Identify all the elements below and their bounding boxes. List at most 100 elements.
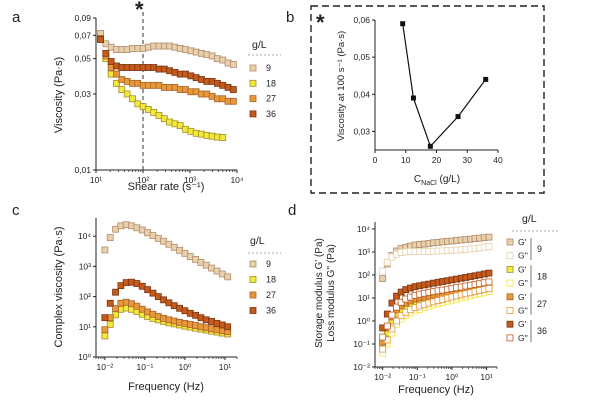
y-tick-label: 10⁻² xyxy=(353,362,370,372)
legend-swatch xyxy=(506,238,514,246)
data-point-Gpp-27 xyxy=(485,285,493,292)
data-point-Gpp-27 xyxy=(397,312,405,320)
data-point-36 xyxy=(224,323,232,331)
data-point xyxy=(483,76,489,82)
y-tick-label: 0,04 xyxy=(353,89,370,99)
data-point-Gp-36 xyxy=(388,299,396,307)
y-tick-label: 0,03 xyxy=(353,126,370,136)
y-tick-label: 10⁴ xyxy=(357,224,370,234)
x-tick-label: 0 xyxy=(373,155,378,165)
data-point-Gp-9 xyxy=(485,233,493,241)
y-tick-label: 0,03 xyxy=(74,89,91,99)
legend-swatch-27 xyxy=(249,291,257,299)
y-axis-title: Storage modulus G' (Pa) xyxy=(314,238,325,348)
x-tick-label: 10⁻² xyxy=(96,362,113,372)
x-tick-label: 10⁰ xyxy=(178,362,191,372)
x-tick-label: 10¹ xyxy=(219,362,231,372)
data-point-18 xyxy=(118,86,126,93)
legend-label: G'' xyxy=(518,333,528,343)
x-tick-label: 30 xyxy=(463,155,473,165)
data-point-36 xyxy=(229,86,237,93)
legend-group-label: 36 xyxy=(537,326,547,336)
legend-swatch xyxy=(506,307,514,314)
data-point-Gpp-9 xyxy=(379,267,387,275)
legend-group-label: 18 xyxy=(537,271,547,281)
data-point xyxy=(400,21,406,27)
y-tick-label: 10⁰ xyxy=(78,352,91,362)
y-tick-label: 10² xyxy=(358,270,370,280)
data-point-27 xyxy=(101,326,109,334)
legend-title: g/L xyxy=(522,213,537,225)
data-point-36 xyxy=(149,289,157,297)
panel-b-chart: 0 10 20 30 40 0,03 0,04 0,05 0,06 CNaCl (g/L) Visc… xyxy=(336,15,503,187)
legend-label: 27 xyxy=(266,290,276,300)
legend-swatch xyxy=(506,320,514,328)
data-point xyxy=(455,114,461,120)
data-point xyxy=(410,95,416,101)
data-point-9 xyxy=(102,40,110,48)
panel-b-frame xyxy=(310,5,545,194)
panel-c-chart: 10⁻² 10⁻¹ 10⁰ 10¹ 10⁰ 10¹ 10² 10³ 10⁴ Frequency (… xyxy=(53,218,281,393)
x-axis-title: Shear rate (s⁻¹) xyxy=(128,181,205,193)
y-axis-title: Viscosity (Pa·s) xyxy=(53,57,65,133)
data-point-Gpp-36 xyxy=(379,333,387,341)
legend-label: G' xyxy=(518,237,527,247)
x-tick-label: 10³ xyxy=(184,175,196,185)
legend-label: 27 xyxy=(266,94,276,104)
legend-label: G'' xyxy=(518,278,528,288)
data-point-36 xyxy=(144,286,152,294)
y-tick-label: 0,05 xyxy=(353,52,370,62)
panel-a-star: * xyxy=(135,0,144,22)
data-point-18 xyxy=(219,134,227,141)
data-point-27 xyxy=(113,70,120,78)
panel-c-letter: c xyxy=(12,202,20,219)
legend-swatch-27 xyxy=(249,95,257,102)
x-tick-label: 10⁴ xyxy=(230,175,243,185)
data-point-Gpp-9 xyxy=(383,259,391,266)
data-point-18 xyxy=(123,90,131,98)
legend-swatch xyxy=(506,265,514,273)
y-tick-label: 10³ xyxy=(358,247,370,257)
data-point-36 xyxy=(97,36,104,43)
data-point-9 xyxy=(229,61,237,68)
legend-swatch xyxy=(506,252,514,260)
data-point-18 xyxy=(176,122,184,129)
panel-d-letter: d xyxy=(288,202,296,219)
y-axis-title-2: Loss modulus G'' (Pa) xyxy=(326,244,337,342)
legend-label: G'' xyxy=(518,306,528,316)
data-point-Gpp-36 xyxy=(485,278,493,286)
y-tick-label: 0,05 xyxy=(74,54,91,64)
legend-group-label: 27 xyxy=(537,299,547,309)
x-axis-title: Frequency (Hz) xyxy=(128,381,204,393)
y-axis-title: Complex viscosity (Pa·s) xyxy=(53,226,65,347)
legend-swatch xyxy=(506,334,514,342)
legend-swatch-36 xyxy=(249,307,257,314)
panel-a-letter: a xyxy=(12,9,21,26)
data-point-36 xyxy=(101,314,109,322)
legend-label: 36 xyxy=(266,306,276,316)
x-tick-label: 10² xyxy=(137,175,149,185)
legend-label: G' xyxy=(518,292,527,302)
data-point-Gpp-36 xyxy=(383,322,391,330)
panel-b-star: * xyxy=(316,10,325,35)
data-point-Gpp-36 xyxy=(393,303,400,311)
data-point-36 xyxy=(106,299,114,307)
legend-group-label: 9 xyxy=(537,244,542,254)
y-tick-label: 10⁻¹ xyxy=(353,339,370,349)
data-point-18 xyxy=(101,332,109,340)
y-tick-label: 10⁴ xyxy=(78,231,91,241)
data-point-Gp-36 xyxy=(393,292,400,300)
y-tick-label: 10² xyxy=(79,292,91,302)
panel-d-chart: 10⁻² 10⁻¹ 10⁰ 10¹ 10⁻² 10⁻¹ 10⁰ 10¹ 10² 10³ 10⁴ Fre… xyxy=(314,213,560,396)
legend-swatch xyxy=(506,293,514,301)
y-axis-title: Viscosity at 100 s⁻¹ (Pa·s) xyxy=(336,31,347,141)
legend-swatch-9 xyxy=(249,64,257,72)
data-point-Gpp-9 xyxy=(485,243,493,251)
data-point-9 xyxy=(101,246,109,254)
y-tick-label: 0,01 xyxy=(74,165,91,175)
x-tick-label: 40 xyxy=(493,155,503,165)
panel-a-chart: 10¹ 10² 10³ 10⁴ 0,01 0,03 0,05 0,07 0,09 Shear ra… xyxy=(53,12,281,193)
legend-swatch-9 xyxy=(249,260,257,268)
legend-label: 9 xyxy=(266,259,271,269)
